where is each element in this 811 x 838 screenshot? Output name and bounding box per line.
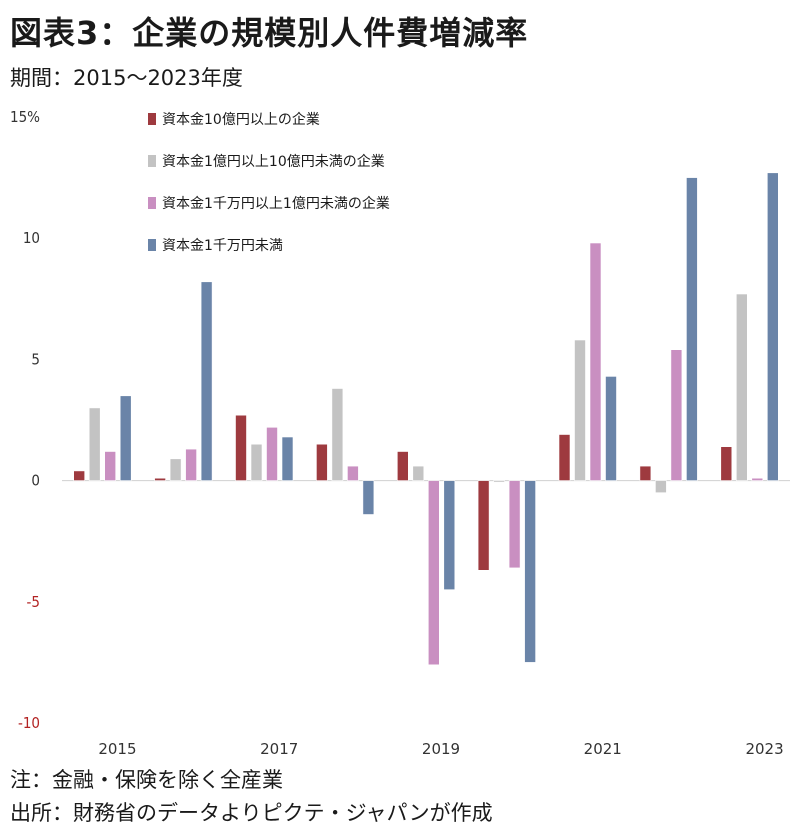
bar-2021-s4 <box>605 376 617 481</box>
bar-2020-s1 <box>477 480 490 571</box>
x-tick-label: 2015 <box>98 740 136 758</box>
page-title: 図表3：企業の規模別人件費増減率 <box>10 14 529 52</box>
legend-label: 資本金1千万円未満 <box>162 238 283 254</box>
bar-2023-s4 <box>766 172 779 481</box>
legend-label: 資本金10億円以上の企業 <box>162 111 320 128</box>
bar-chart: 15% 10 5 0 -5 -10 2015 2017 2019 2021 2023 資本金10億円以… <box>10 108 790 758</box>
y-tick-label: 10 <box>23 229 40 247</box>
bar-2018-s1 <box>316 443 328 481</box>
x-tick-label: 2023 <box>745 740 783 758</box>
bar-2015-s2 <box>88 407 101 481</box>
footnote: 注：金融・保険を除く全産業 <box>10 768 283 792</box>
period-subtitle: 期間：2015～2023年度 <box>10 66 243 90</box>
x-tick-label: 2019 <box>422 740 460 758</box>
bar-2022-s1 <box>639 465 652 481</box>
bar-2019-s1 <box>396 451 409 481</box>
bar-2023-s1 <box>720 446 733 481</box>
bar-2015-s1 <box>73 470 85 481</box>
y-tick-label: 5 <box>31 350 40 368</box>
x-tick-label: 2017 <box>260 740 298 758</box>
bar-2020-s2 <box>493 480 505 483</box>
bar-2021-s3 <box>589 242 602 481</box>
bar-2018-s3 <box>347 465 359 481</box>
bar-2015-s4 <box>119 395 132 481</box>
bar-2020-s4 <box>524 480 536 663</box>
bar-2021-s2 <box>574 339 586 481</box>
bar-2017-s2 <box>250 443 263 481</box>
bar-2018-s4 <box>362 480 375 515</box>
bar-2018-s2 <box>331 388 344 481</box>
bar-2022-s2 <box>655 480 667 494</box>
bar-2019-s2 <box>412 465 425 481</box>
legend-label: 資本金1千万円以上1億円未満の企業 <box>162 195 390 212</box>
legend-swatch <box>148 113 156 125</box>
bar-2023-s3 <box>751 477 764 481</box>
bar-2017-s4 <box>281 436 294 481</box>
bar-2017-s3 <box>266 426 278 481</box>
y-tick-label: -5 <box>27 593 40 611</box>
source-note: 出所：財務省のデータよりピクテ・ジャパンが作成 <box>10 801 493 825</box>
y-tick-label: 15% <box>10 108 40 126</box>
legend-swatch <box>148 239 156 251</box>
bar-2023-s2 <box>735 293 748 481</box>
legend-swatch <box>148 155 156 167</box>
bar-2020-s3 <box>508 480 521 569</box>
bar-2015-s3 <box>104 451 116 481</box>
bar-2019-s3 <box>427 480 440 666</box>
y-tick-label: 0 <box>31 472 40 490</box>
bar-2022-s3 <box>670 349 683 481</box>
bar-2016-s1 <box>154 477 166 481</box>
x-tick-label: 2021 <box>584 740 622 758</box>
legend-label: 資本金1億円以上10億円未満の企業 <box>162 153 385 170</box>
bar-2016-s3 <box>185 448 197 481</box>
legend-swatch <box>148 197 156 209</box>
bar-2019-s4 <box>443 480 456 591</box>
y-tick-label: -10 <box>18 714 40 732</box>
bar-2022-s4 <box>686 177 698 481</box>
bar-2017-s1 <box>235 414 247 481</box>
bar-2016-s2 <box>169 458 182 481</box>
bar-2021-s1 <box>558 434 571 481</box>
bar-2016-s4 <box>200 281 213 481</box>
